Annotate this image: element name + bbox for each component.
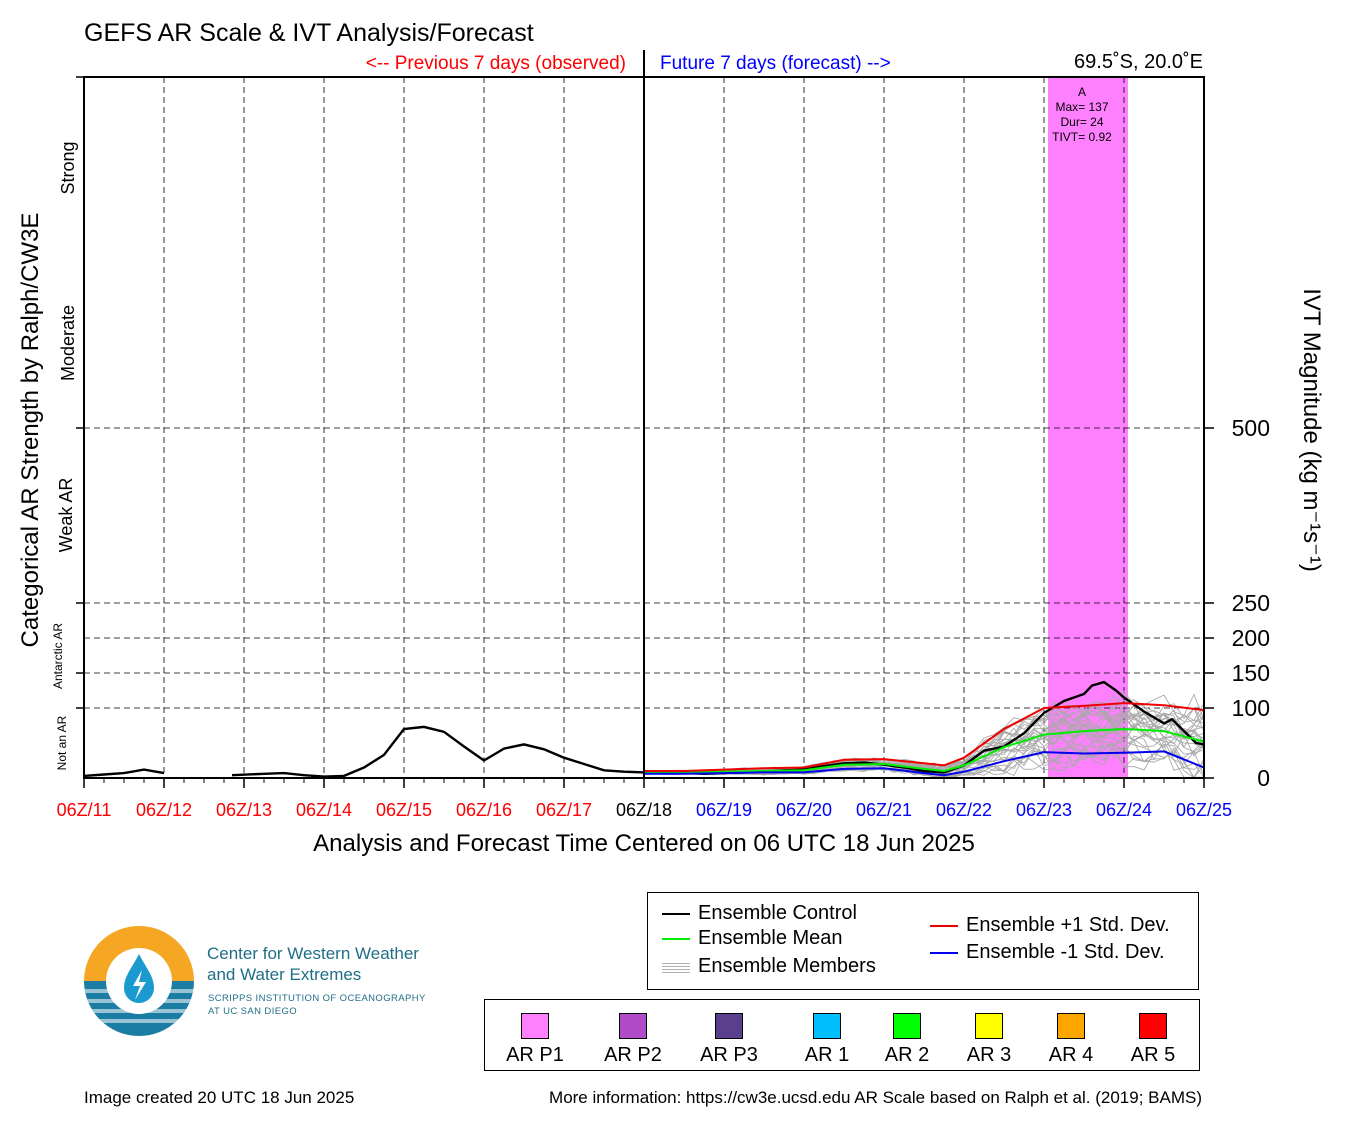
legend-plus-std-swatch bbox=[930, 924, 958, 927]
ar-scale-swatch bbox=[521, 1013, 549, 1039]
legend-members: Ensemble Members bbox=[662, 955, 876, 978]
legend-control-label: Ensemble Control bbox=[698, 902, 857, 924]
control-line bbox=[83, 768, 165, 778]
legend-minus-std: Ensemble -1 Std. Dev. bbox=[930, 941, 1165, 964]
legend-members-label: Ensemble Members bbox=[698, 955, 876, 977]
legend-mean: Ensemble Mean bbox=[662, 927, 843, 950]
x-tick-label: 06Z/25 bbox=[1176, 800, 1232, 820]
legend-mean-swatch bbox=[662, 937, 690, 940]
ar-scale-swatch bbox=[1057, 1013, 1085, 1039]
ar-scale-legend: AR P1 AR P2 AR P3 AR 1 AR 2 AR 3 AR 4 AR 5 bbox=[484, 999, 1200, 1071]
legend-members-swatch bbox=[662, 960, 690, 973]
footer-created: Image created 20 UTC 18 Jun 2025 bbox=[84, 1088, 355, 1107]
logo-subtitle-line1: SCRIPPS INSTITUTION OF OCEANOGRAPHY bbox=[208, 993, 426, 1004]
y-tick-label: 150 bbox=[1232, 660, 1270, 686]
logo-subtitle-line2: AT UC SAN DIEGO bbox=[208, 1006, 298, 1017]
legend-control-swatch bbox=[662, 912, 690, 915]
location-label: 69.5˚S, 20.0˚E bbox=[1074, 51, 1203, 73]
right-axis-label: IVT Magnitude (kg m⁻¹s⁻¹) bbox=[1298, 288, 1325, 572]
x-tick-label: 06Z/23 bbox=[1016, 800, 1072, 820]
subtitle-previous: <-- Previous 7 days (observed) bbox=[366, 53, 626, 74]
ar-scale-label: AR 2 bbox=[884, 1044, 930, 1066]
ar-scale-swatch bbox=[619, 1013, 647, 1039]
y-tick-label: 200 bbox=[1232, 625, 1270, 651]
x-axis-label: Analysis and Forecast Time Centered on 0… bbox=[313, 830, 975, 857]
category-label: Weak AR bbox=[56, 478, 76, 553]
ar-scale-swatch bbox=[715, 1013, 743, 1039]
category-label: Antarctic AR bbox=[51, 623, 65, 689]
ar-event-band bbox=[1048, 77, 1128, 778]
line-legend: Ensemble Control Ensemble Mean Ensemble … bbox=[647, 892, 1199, 990]
y-tick-label: 250 bbox=[1232, 590, 1270, 616]
x-tick-label: 06Z/13 bbox=[216, 800, 272, 820]
ar-scale-swatch bbox=[893, 1013, 921, 1039]
x-tick-label: 06Z/16 bbox=[456, 800, 512, 820]
subtitle-future: Future 7 days (forecast) --> bbox=[660, 53, 891, 74]
logo-title-line2: and Water Extremes bbox=[207, 965, 362, 984]
x-tick-label: 06Z/24 bbox=[1096, 800, 1152, 820]
ar-scale-label: AR 3 bbox=[966, 1044, 1012, 1066]
ar-scale-label: AR P2 bbox=[604, 1044, 662, 1066]
ar-event-text-0: A bbox=[1078, 85, 1086, 99]
ar-event-text-3: TIVT= 0.92 bbox=[1052, 130, 1112, 144]
x-tick-label: 06Z/21 bbox=[856, 800, 912, 820]
legend-plus-std: Ensemble +1 Std. Dev. bbox=[930, 914, 1170, 937]
x-tick-label: 06Z/15 bbox=[376, 800, 432, 820]
ar-scale-label: AR P3 bbox=[700, 1044, 758, 1066]
y-tick-label: 500 bbox=[1232, 415, 1270, 441]
category-label: Strong bbox=[58, 141, 78, 194]
ar-scale-label: AR 1 bbox=[804, 1044, 850, 1066]
x-tick-label: 06Z/17 bbox=[536, 800, 592, 820]
legend-plus-std-label: Ensemble +1 Std. Dev. bbox=[966, 914, 1170, 936]
ivt-chart: GEFS AR Scale & IVT Analysis/Forecast <-… bbox=[17, 19, 1325, 857]
legend-minus-std-swatch bbox=[930, 951, 958, 954]
x-tick-label: 06Z/22 bbox=[936, 800, 992, 820]
chart-title: GEFS AR Scale & IVT Analysis/Forecast bbox=[84, 19, 534, 47]
x-tick-label: 06Z/11 bbox=[57, 800, 112, 820]
ar-scale-swatch bbox=[1139, 1013, 1167, 1039]
minus-std-line bbox=[644, 750, 1205, 777]
legend-minus-std-label: Ensemble -1 Std. Dev. bbox=[966, 941, 1165, 963]
footer-info: More information: https://cw3e.ucsd.edu … bbox=[549, 1088, 1202, 1107]
ar-scale-swatch bbox=[813, 1013, 841, 1039]
mean-line bbox=[644, 727, 1205, 774]
y-tick-label: 100 bbox=[1232, 695, 1270, 721]
logo-title-line1: Center for Western Weather bbox=[207, 944, 419, 963]
legend-mean-label: Ensemble Mean bbox=[698, 927, 843, 949]
ar-scale-swatch bbox=[975, 1013, 1003, 1039]
x-tick-label: 06Z/20 bbox=[776, 800, 832, 820]
x-tick-label: 06Z/18 bbox=[616, 800, 672, 820]
x-tick-label: 06Z/19 bbox=[696, 800, 752, 820]
x-tick-label: 06Z/12 bbox=[136, 800, 192, 820]
y-tick-label: 0 bbox=[1257, 765, 1270, 791]
ar-event-text-2: Dur= 24 bbox=[1060, 115, 1103, 129]
ar-event-text-1: Max= 137 bbox=[1055, 100, 1108, 114]
legend-control: Ensemble Control bbox=[662, 902, 857, 925]
category-label: Moderate bbox=[58, 305, 78, 381]
category-label: Not an AR bbox=[55, 715, 69, 770]
ar-scale-label: AR P1 bbox=[506, 1044, 564, 1066]
cw3e-logo-icon bbox=[84, 926, 194, 1036]
x-tick-label: 06Z/14 bbox=[296, 800, 352, 820]
plus-std-line bbox=[644, 702, 1205, 772]
left-axis-label: Categorical AR Strength by Ralph/CW3E bbox=[17, 213, 44, 648]
ar-scale-label: AR 4 bbox=[1048, 1044, 1094, 1066]
ar-scale-label: AR 5 bbox=[1130, 1044, 1176, 1066]
